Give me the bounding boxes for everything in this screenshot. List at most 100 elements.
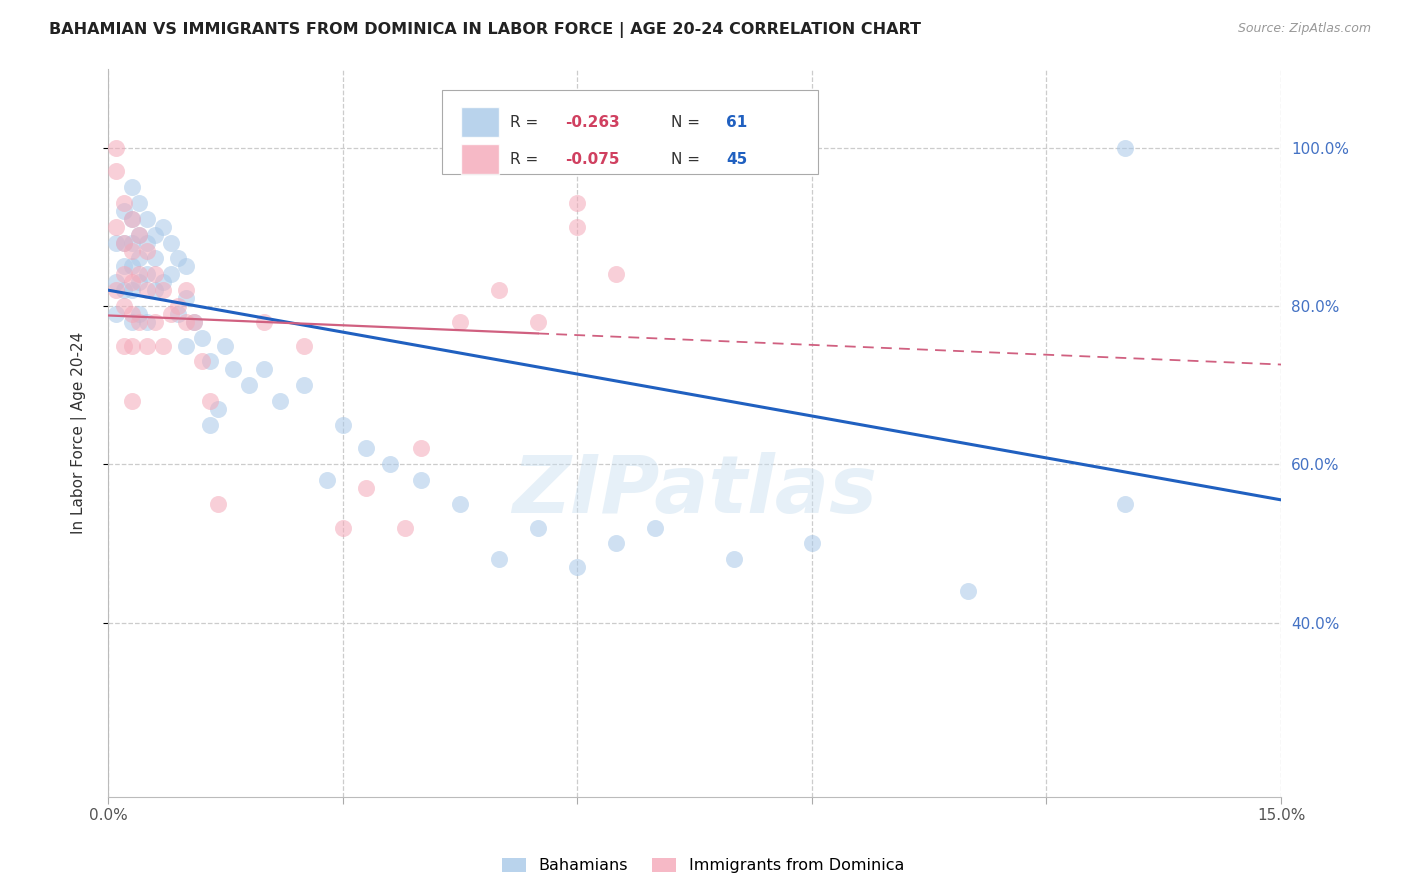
Text: 61: 61 <box>727 115 748 129</box>
Point <box>121 307 143 321</box>
Point <box>567 196 589 211</box>
Point <box>121 283 143 297</box>
Point <box>136 211 159 226</box>
Point <box>112 268 135 282</box>
FancyBboxPatch shape <box>461 144 499 174</box>
Point <box>174 315 197 329</box>
Text: R =: R = <box>510 152 538 167</box>
Point <box>198 417 221 432</box>
Point <box>121 180 143 194</box>
Point <box>152 219 174 234</box>
Point <box>121 338 143 352</box>
Point <box>800 536 823 550</box>
Point <box>136 338 159 352</box>
Point <box>1114 497 1136 511</box>
Point <box>222 362 245 376</box>
Point <box>191 354 214 368</box>
Point <box>121 393 143 408</box>
Point <box>183 315 205 329</box>
Point <box>143 252 166 266</box>
Point <box>378 457 401 471</box>
Point <box>1114 141 1136 155</box>
Y-axis label: In Labor Force | Age 20-24: In Labor Force | Age 20-24 <box>72 332 87 533</box>
Point <box>136 283 159 297</box>
Text: -0.075: -0.075 <box>565 152 620 167</box>
Point <box>167 299 190 313</box>
Point <box>104 219 127 234</box>
Point <box>159 235 181 250</box>
Point <box>121 315 143 329</box>
Point <box>121 244 143 258</box>
Point <box>449 497 471 511</box>
Text: R =: R = <box>510 115 538 129</box>
Point <box>121 260 143 274</box>
Text: N =: N = <box>671 115 700 129</box>
Point <box>174 291 197 305</box>
Point <box>159 268 181 282</box>
Point <box>207 401 229 416</box>
Point <box>527 520 550 534</box>
Point <box>128 307 150 321</box>
Text: N =: N = <box>671 152 700 167</box>
Text: ZIPatlas: ZIPatlas <box>512 452 877 530</box>
Point <box>292 378 315 392</box>
Point <box>316 473 339 487</box>
Point <box>191 330 214 344</box>
Point <box>488 552 510 566</box>
Point <box>957 583 980 598</box>
Point <box>207 497 229 511</box>
Point <box>567 560 589 574</box>
Point <box>112 260 135 274</box>
Point <box>214 338 236 352</box>
Point <box>128 196 150 211</box>
Point <box>198 393 221 408</box>
Point <box>136 244 159 258</box>
Point <box>136 235 159 250</box>
Point <box>269 393 291 408</box>
Point <box>128 227 150 242</box>
Point <box>104 307 127 321</box>
Point <box>112 204 135 219</box>
Point <box>723 552 745 566</box>
Point <box>354 442 377 456</box>
Point <box>128 227 150 242</box>
Point <box>332 417 354 432</box>
Point <box>136 268 159 282</box>
Point <box>143 315 166 329</box>
Point <box>332 520 354 534</box>
Point <box>104 164 127 178</box>
Point <box>394 520 416 534</box>
Point <box>112 299 135 313</box>
Text: 45: 45 <box>727 152 748 167</box>
Point <box>167 252 190 266</box>
Point <box>143 268 166 282</box>
Point <box>253 315 276 329</box>
Legend: Bahamians, Immigrants from Dominica: Bahamians, Immigrants from Dominica <box>495 851 911 880</box>
Point <box>174 338 197 352</box>
Point <box>112 235 135 250</box>
Point <box>238 378 260 392</box>
Point <box>449 315 471 329</box>
Point <box>198 354 221 368</box>
Point <box>104 283 127 297</box>
Point <box>112 338 135 352</box>
Point <box>567 219 589 234</box>
Point <box>128 268 150 282</box>
Point <box>121 211 143 226</box>
Point <box>121 235 143 250</box>
Point <box>104 141 127 155</box>
Point <box>104 275 127 289</box>
Point <box>174 260 197 274</box>
Point <box>167 307 190 321</box>
Point <box>121 275 143 289</box>
Point <box>152 283 174 297</box>
Point <box>527 315 550 329</box>
Text: Source: ZipAtlas.com: Source: ZipAtlas.com <box>1237 22 1371 36</box>
FancyBboxPatch shape <box>461 107 499 137</box>
Point <box>644 520 666 534</box>
FancyBboxPatch shape <box>443 90 818 174</box>
Point <box>292 338 315 352</box>
Point <box>121 211 143 226</box>
Point <box>605 536 627 550</box>
Text: BAHAMIAN VS IMMIGRANTS FROM DOMINICA IN LABOR FORCE | AGE 20-24 CORRELATION CHAR: BAHAMIAN VS IMMIGRANTS FROM DOMINICA IN … <box>49 22 921 38</box>
